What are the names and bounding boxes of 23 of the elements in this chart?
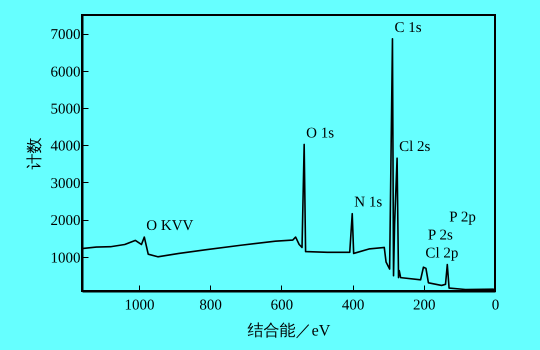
annotation: P 2p xyxy=(449,210,476,226)
y-tick-label: 2000 xyxy=(50,213,80,230)
x-tick-label: 600 xyxy=(270,298,294,314)
y-tick-label: 1000 xyxy=(50,250,80,266)
y-tick-label: 5000 xyxy=(50,101,80,118)
annotation: Cl 2s xyxy=(399,139,431,156)
y-tick-label: 3000 xyxy=(50,176,80,192)
x-tick-label: 0 xyxy=(492,298,500,314)
x-tick-label: 200 xyxy=(413,298,436,314)
annotation: N 1s xyxy=(354,194,382,211)
y-tick-label: 6000 xyxy=(50,64,80,80)
x-tick-label: 400 xyxy=(342,298,364,314)
x-tick-label: 800 xyxy=(199,298,222,314)
annotation: P 2s xyxy=(428,228,453,244)
y-tick-label: 4000 xyxy=(50,138,80,155)
annotation: C 1s xyxy=(394,20,422,36)
y-tick-label: 7000 xyxy=(50,27,80,44)
x-tick-label: 1000 xyxy=(124,298,154,314)
x-axis-title: 结合能／eV xyxy=(248,322,331,340)
y-axis-title: 计数 xyxy=(26,138,44,170)
annotation: O 1s xyxy=(306,125,334,142)
annotation: Cl 2p xyxy=(425,246,458,262)
annotation: O KVV xyxy=(146,218,194,234)
